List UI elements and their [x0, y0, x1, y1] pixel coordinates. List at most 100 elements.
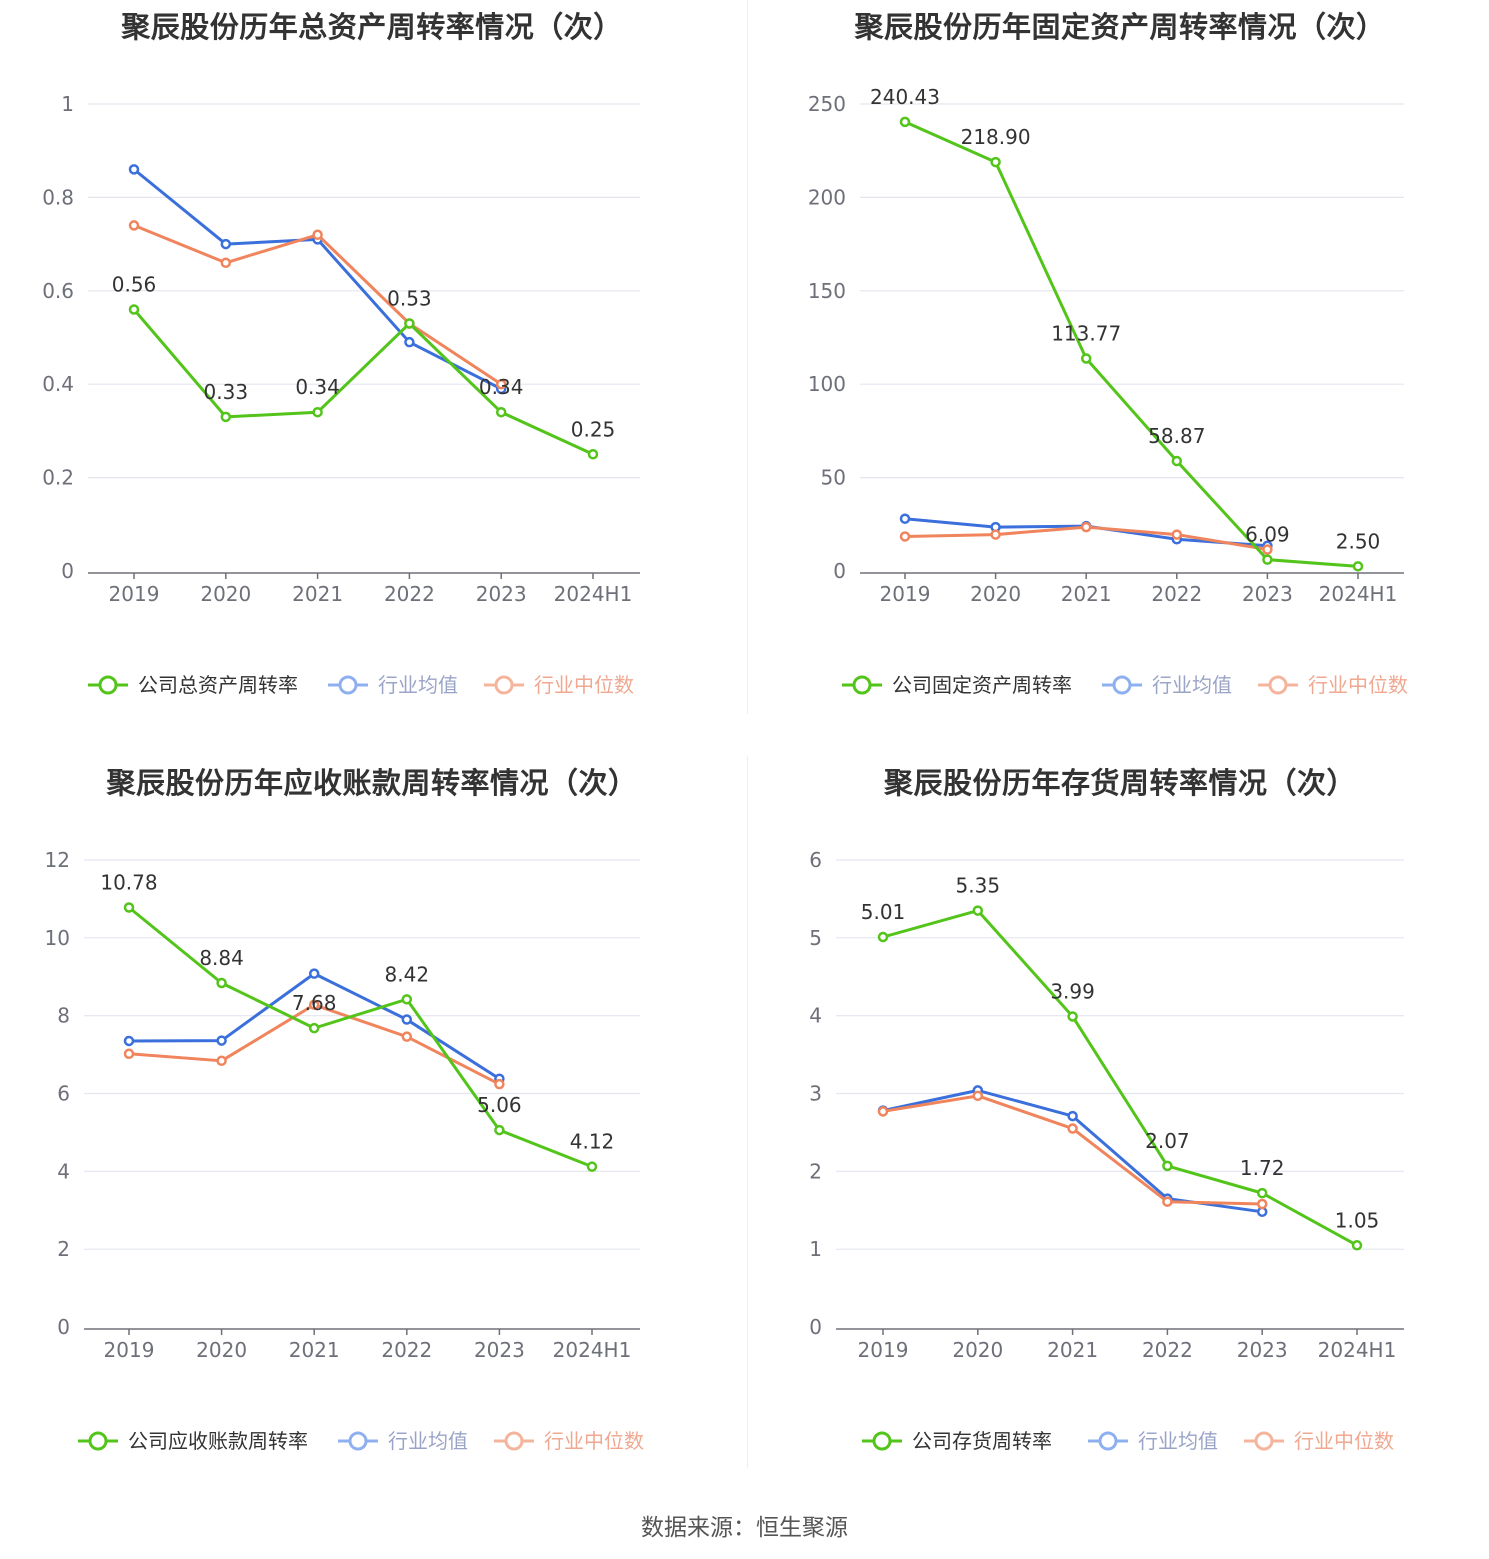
- data-point-median: [990, 529, 1001, 540]
- chart-svg: 0 0.2 0.4 0.6 0.8 1 2019 2020 2021 2022 2023 2024H1…: [42, 92, 640, 697]
- data-label: 5.06: [477, 1093, 522, 1117]
- total-asset-turnover-chart: 聚辰股份历年总资产周转率情况（次） 0 0.2 0.4 0.6 0.8 1 2019 2020…: [0, 0, 744, 740]
- data-point-company: [899, 116, 911, 128]
- data-point-average: [216, 1035, 227, 1046]
- legend-item-median[interactable]: 行业中位数: [1244, 1429, 1394, 1453]
- data-point-median: [495, 378, 507, 390]
- fixed-asset-turnover-chart: 聚辰股份历年固定资产周转率情况（次） 0 50 100 150 200 250 2019 20…: [748, 0, 1489, 740]
- data-point-median: [877, 1106, 889, 1117]
- data-point-median: [1067, 1123, 1078, 1134]
- data-point-company: [308, 1022, 320, 1034]
- series-line-company: [882, 909, 1358, 1247]
- y-tick-label: 150: [808, 279, 846, 303]
- data-point-median: [220, 257, 232, 269]
- data-label: 5.01: [861, 900, 906, 924]
- x-tick-label: 2019: [104, 1338, 155, 1362]
- y-tick-label: 1: [61, 92, 74, 116]
- legend-item-median[interactable]: 行业中位数: [494, 1429, 644, 1453]
- data-label: 0.34: [479, 375, 524, 399]
- x-tick-label: 2019: [880, 582, 931, 606]
- data-point-company: [495, 406, 507, 418]
- legend-marker-icon: [872, 1431, 892, 1451]
- data-point-company: [972, 905, 984, 916]
- series-line-company: [128, 906, 593, 1169]
- data-label: 113.77: [1051, 321, 1121, 345]
- legend-item-median[interactable]: 行业中位数: [1258, 673, 1408, 697]
- x-tick-label: 2022: [1151, 582, 1202, 606]
- chart-svg: 0 1 2 3 4 5 6 2019 2020 2021 2022 2023 2024H1 5.01 5.3…: [809, 848, 1404, 1453]
- y-tick-label: 2: [809, 1159, 822, 1183]
- data-label: 7.68: [292, 991, 337, 1015]
- legend-label: 行业中位数: [1308, 673, 1408, 697]
- data-point-median: [128, 220, 140, 231]
- data-point-company: [1352, 561, 1364, 572]
- data-point-company: [220, 411, 232, 423]
- data-point-company: [587, 449, 599, 460]
- x-tick-label: 2021: [292, 582, 343, 606]
- data-point-company: [877, 931, 889, 943]
- legend-item-company[interactable]: 公司存货周转率: [862, 1429, 1052, 1453]
- legend-item-average[interactable]: 行业均值: [338, 1429, 468, 1453]
- data-point-median: [1262, 544, 1273, 555]
- chart-title: 聚辰股份历年总资产周转率情况（次）: [121, 10, 623, 44]
- data-point-median: [1171, 529, 1183, 540]
- data-point-company: [404, 318, 415, 329]
- chart-svg: 0 2 4 6 8 10 12 2019 2020 2021 2022 2023 2024H1 10.78…: [45, 848, 644, 1453]
- data-label: 0.53: [387, 286, 432, 310]
- x-tick-label: 2022: [381, 1338, 432, 1362]
- chart-svg: 0 50 100 150 200 250 2019 2020 2021 2022 2023 2024H…: [808, 85, 1408, 697]
- series-line-company: [132, 308, 594, 456]
- data-point-average: [899, 513, 911, 524]
- data-point-median: [123, 1048, 135, 1060]
- y-tick-label: 4: [57, 1159, 70, 1183]
- receivables-turnover-chart: 聚辰股份历年应收账款周转率情况（次） 0 2 4 6 8 10 12 2019 2020 2021…: [0, 756, 744, 1496]
- data-label: 0.56: [112, 272, 157, 296]
- legend-item-average[interactable]: 行业均值: [1102, 673, 1232, 697]
- y-tick-label: 50: [821, 466, 846, 490]
- x-tick-label: 2020: [952, 1338, 1003, 1362]
- data-point-company: [1351, 1240, 1363, 1251]
- data-label: 4.12: [570, 1130, 615, 1154]
- y-tick-label: 3: [809, 1082, 822, 1106]
- x-tick-label: 2020: [970, 582, 1021, 606]
- y-tick-label: 0: [61, 559, 74, 583]
- data-point-average: [123, 1035, 135, 1047]
- legend-item-company[interactable]: 公司应收账款周转率: [78, 1429, 308, 1453]
- data-point-median: [494, 1078, 505, 1090]
- legend-marker-icon: [1112, 675, 1132, 695]
- data-label: 0.33: [204, 380, 249, 404]
- legend-label: 公司总资产周转率: [138, 673, 298, 697]
- data-source: 数据来源：恒生聚源: [641, 1515, 848, 1541]
- series-line-average: [133, 168, 502, 391]
- x-tick-label: 2024H1: [553, 1338, 632, 1362]
- data-label: 5.35: [956, 874, 1001, 898]
- x-tick-label: 2024H1: [1318, 1338, 1397, 1362]
- legend-item-median[interactable]: 行业中位数: [484, 673, 634, 697]
- data-label: 0.25: [571, 417, 616, 441]
- legend-item-company[interactable]: 公司总资产周转率: [88, 673, 298, 697]
- data-label: 0.34: [295, 375, 340, 399]
- data-label: 10.78: [100, 870, 157, 894]
- data-point-company: [1162, 1160, 1173, 1172]
- data-label: 2.07: [1145, 1129, 1190, 1153]
- legend-label: 行业中位数: [544, 1429, 644, 1453]
- data-point-average: [1067, 1110, 1078, 1122]
- data-label: 1.05: [1335, 1208, 1380, 1232]
- data-point-company: [586, 1161, 598, 1172]
- legend-item-company[interactable]: 公司固定资产周转率: [842, 673, 1072, 697]
- x-tick-label: 2024H1: [1319, 582, 1398, 606]
- legend-marker-icon: [98, 675, 118, 695]
- data-point-company: [216, 977, 227, 989]
- divider-top: [747, 0, 748, 714]
- y-tick-label: 10: [45, 926, 70, 950]
- y-tick-label: 200: [808, 185, 846, 209]
- legend-item-average[interactable]: 行业均值: [328, 673, 458, 697]
- y-tick-label: 0: [809, 1315, 822, 1339]
- x-tick-label: 2023: [1237, 1338, 1288, 1362]
- legend-marker-icon: [1254, 1431, 1274, 1451]
- data-point-median: [1256, 1198, 1268, 1210]
- legend-item-average[interactable]: 行业均值: [1088, 1429, 1218, 1453]
- data-point-average: [128, 164, 140, 175]
- x-tick-label: 2023: [476, 582, 527, 606]
- x-tick-label: 2019: [109, 582, 160, 606]
